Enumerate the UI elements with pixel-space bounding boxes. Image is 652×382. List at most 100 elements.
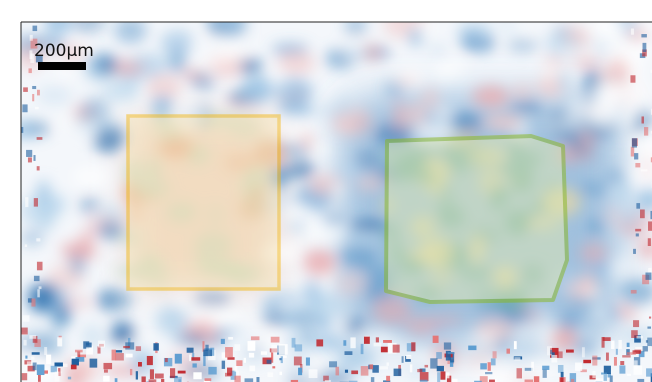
- edge-noise: [234, 376, 240, 382]
- edge-noise: [38, 375, 41, 382]
- edge-noise: [136, 346, 141, 351]
- edge-noise: [542, 366, 549, 370]
- edge-noise: [380, 366, 388, 369]
- texture-blob: [60, 297, 93, 308]
- texture-blob: [97, 289, 133, 312]
- edge-noise: [630, 75, 635, 82]
- edge-noise: [631, 147, 634, 157]
- edge-noise: [350, 337, 355, 348]
- edge-noise: [627, 374, 631, 376]
- edge-noise: [44, 370, 48, 373]
- edge-noise: [22, 104, 27, 112]
- edge-noise: [29, 335, 36, 339]
- edge-noise: [178, 371, 186, 374]
- edge-noise: [75, 350, 83, 353]
- edge-noise: [22, 373, 27, 380]
- edge-noise: [543, 370, 547, 378]
- edge-noise: [645, 273, 651, 280]
- edge-noise: [640, 209, 645, 218]
- edge-noise: [34, 276, 40, 281]
- edge-noise: [646, 368, 652, 376]
- edge-noise: [627, 352, 636, 355]
- edge-noise: [21, 127, 23, 133]
- texture-blob: [310, 176, 328, 196]
- texture-blob: [315, 143, 329, 155]
- edge-noise: [205, 378, 212, 381]
- texture-blob: [316, 271, 330, 294]
- texture-blob: [214, 49, 244, 60]
- edge-noise: [138, 362, 142, 367]
- edge-noise: [601, 373, 603, 375]
- edge-noise: [203, 355, 205, 366]
- edge-noise: [130, 369, 132, 375]
- edge-noise: [37, 166, 40, 170]
- edge-noise: [271, 337, 280, 343]
- edge-noise: [643, 43, 647, 52]
- edge-noise: [636, 233, 639, 236]
- edge-noise: [235, 366, 238, 372]
- edge-noise: [33, 155, 35, 161]
- edge-noise: [32, 86, 36, 89]
- edge-noise: [31, 357, 34, 360]
- edge-noise: [208, 367, 216, 375]
- edge-noise: [641, 34, 647, 37]
- edge-noise: [620, 361, 624, 365]
- edge-noise: [606, 353, 609, 361]
- edge-noise: [23, 315, 30, 321]
- texture-blob: [345, 16, 367, 38]
- edge-noise: [248, 341, 256, 351]
- edge-noise: [622, 355, 630, 357]
- texture-blob: [288, 220, 307, 232]
- edge-noise: [245, 378, 254, 382]
- edge-noise: [25, 197, 28, 207]
- edge-noise: [560, 378, 563, 382]
- edge-noise: [440, 371, 445, 379]
- edge-noise: [595, 378, 604, 382]
- edge-noise: [281, 356, 283, 363]
- edge-noise: [228, 337, 233, 340]
- edge-noise: [37, 289, 40, 297]
- edge-noise: [25, 244, 27, 247]
- edge-noise: [221, 339, 225, 344]
- edge-noise: [402, 356, 404, 363]
- edge-noise: [437, 366, 444, 371]
- edge-noise: [29, 50, 32, 59]
- edge-noise: [30, 35, 33, 41]
- texture-blob: [72, 167, 110, 187]
- texture-blob: [372, 295, 411, 325]
- edge-noise: [506, 349, 509, 354]
- edge-noise: [116, 350, 123, 352]
- texture-blob: [298, 132, 315, 152]
- edge-noise: [619, 365, 625, 373]
- edge-noise: [189, 355, 191, 362]
- edge-noise: [417, 369, 422, 372]
- edge-noise: [222, 361, 225, 369]
- texture-blob: [557, 71, 570, 94]
- texture-blob: [44, 13, 71, 33]
- texture-blob: [510, 98, 542, 115]
- edge-noise: [126, 354, 133, 358]
- texture-blob: [70, 12, 106, 33]
- edge-noise: [292, 338, 296, 348]
- edge-noise: [261, 351, 267, 355]
- texture-blob: [570, 297, 604, 310]
- edge-noise: [491, 358, 496, 365]
- edge-noise: [37, 90, 40, 96]
- edge-noise: [631, 29, 634, 35]
- edge-noise: [531, 362, 534, 371]
- edge-noise: [309, 369, 318, 378]
- edge-noise: [394, 369, 402, 376]
- edge-noise: [517, 368, 522, 378]
- edge-noise: [393, 345, 400, 353]
- edge-noise: [644, 127, 648, 136]
- edge-noise: [614, 357, 617, 366]
- edge-noise: [44, 347, 47, 355]
- edge-noise: [51, 366, 57, 372]
- edge-noise: [72, 359, 79, 366]
- edge-noise: [36, 238, 40, 241]
- edge-noise: [271, 345, 279, 353]
- edge-noise: [35, 107, 39, 109]
- edge-noise: [187, 348, 194, 353]
- edge-noise: [351, 370, 358, 374]
- edge-noise: [37, 137, 43, 140]
